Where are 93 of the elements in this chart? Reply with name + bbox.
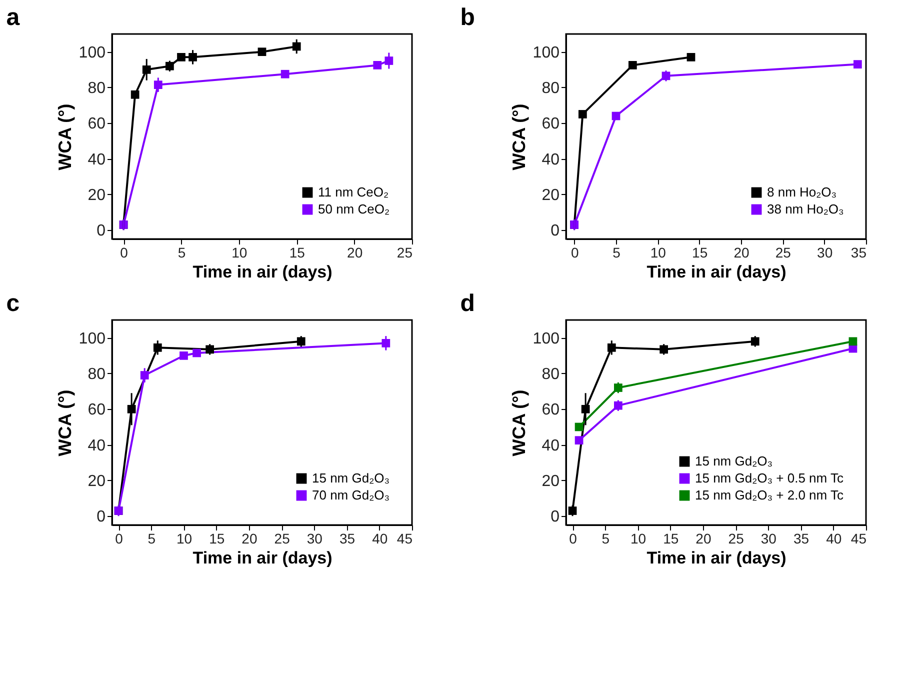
x-tick-label: 45 bbox=[396, 530, 413, 546]
x-tick-label: 5 bbox=[178, 244, 186, 260]
x-tick-label: 5 bbox=[148, 530, 156, 546]
x-tick-label: 0 bbox=[115, 530, 124, 546]
y-axis-title: WCA (°) bbox=[54, 390, 75, 456]
x-tick-label: 20 bbox=[734, 244, 750, 260]
chart-title: c bbox=[6, 290, 20, 317]
x-axis-title: Time in air (days) bbox=[646, 548, 786, 568]
y-tick-label: 20 bbox=[88, 472, 106, 490]
legend-label: 15 nm Gd₂O₃ + 2.0 nm Tc bbox=[695, 488, 844, 502]
x-tick-label: 25 bbox=[396, 244, 413, 260]
x-axis-title: Time in air (days) bbox=[646, 262, 786, 282]
point bbox=[574, 436, 584, 445]
y-tick-label: 40 bbox=[88, 151, 106, 168]
point bbox=[258, 48, 266, 56]
x-tick-label: 30 bbox=[817, 244, 833, 260]
legend-label: 11 nm CeO₂ bbox=[318, 184, 389, 200]
point bbox=[848, 337, 858, 346]
y-tick-label: 80 bbox=[88, 366, 106, 383]
x-tick-label: 35 bbox=[339, 530, 356, 546]
x-tick-label: 10 bbox=[232, 244, 248, 260]
chart-title: b bbox=[460, 4, 475, 31]
y-tick-label: 40 bbox=[88, 437, 106, 454]
chart-title: a bbox=[6, 4, 20, 31]
y-tick-label: 80 bbox=[88, 80, 106, 97]
y-tick-label: 60 bbox=[88, 116, 106, 133]
y-tick-label: 20 bbox=[88, 186, 106, 204]
x-tick-label: 35 bbox=[850, 244, 867, 260]
x-tick-label: 10 bbox=[176, 530, 192, 546]
y-tick-label: 0 bbox=[96, 222, 106, 240]
point bbox=[574, 422, 584, 432]
y-tick-label: 60 bbox=[542, 402, 560, 419]
point bbox=[373, 61, 382, 70]
legend-label: 15 nm Gd₂O₃ + 0.5 nm Tc bbox=[695, 470, 844, 486]
y-axis-title: WCA (°) bbox=[508, 104, 529, 170]
point bbox=[180, 351, 188, 360]
point bbox=[578, 110, 587, 118]
x-tick-label: 40 bbox=[826, 530, 842, 546]
y-tick-label: 0 bbox=[96, 508, 106, 526]
y-tick-label: 100 bbox=[532, 44, 560, 62]
legend-label: 50 nm CeO₂ bbox=[318, 202, 390, 216]
x-tick-label: 25 bbox=[775, 244, 792, 260]
point bbox=[686, 52, 696, 62]
y-tick-label: 80 bbox=[542, 366, 560, 383]
x-tick-label: 25 bbox=[274, 530, 290, 546]
x-tick-label: 5 bbox=[612, 244, 621, 260]
x-tick-label: 0 bbox=[120, 244, 128, 260]
y-tick-label: 60 bbox=[88, 402, 106, 419]
legend-label: 15 nm Gd₂O₃ bbox=[695, 454, 773, 468]
y-tick-label: 0 bbox=[550, 508, 560, 526]
legend-label: 8 nm Ho₂O₃ bbox=[767, 184, 837, 200]
legend-label: 15 nm Gd₂O₃ bbox=[312, 470, 390, 486]
point bbox=[192, 348, 201, 358]
x-tick-label: 45 bbox=[850, 530, 867, 546]
y-tick-label: 60 bbox=[542, 116, 560, 133]
point bbox=[177, 52, 186, 62]
y-tick-label: 20 bbox=[542, 472, 560, 490]
x-tick-label: 15 bbox=[663, 530, 679, 546]
y-axis-title: WCA (°) bbox=[508, 390, 529, 456]
legend-label: 38 nm Ho₂O₃ bbox=[767, 202, 844, 216]
x-tick-label: 10 bbox=[650, 244, 666, 260]
y-tick-label: 80 bbox=[542, 80, 560, 97]
chart-title: d bbox=[460, 290, 475, 317]
x-tick-label: 0 bbox=[570, 244, 579, 260]
y-tick-label: 40 bbox=[542, 151, 560, 168]
x-tick-label: 20 bbox=[696, 530, 712, 546]
y-tick-label: 100 bbox=[78, 330, 106, 348]
x-tick-label: 0 bbox=[569, 530, 578, 546]
y-tick-label: 20 bbox=[542, 186, 560, 204]
x-tick-label: 10 bbox=[630, 530, 646, 546]
x-tick-label: 20 bbox=[242, 530, 258, 546]
x-tick-label: 35 bbox=[793, 530, 810, 546]
x-tick-label: 30 bbox=[306, 530, 323, 546]
point bbox=[853, 60, 862, 68]
x-tick-label: 25 bbox=[728, 530, 744, 546]
x-tick-label: 20 bbox=[347, 244, 363, 260]
x-axis-title: Time in air (days) bbox=[192, 262, 332, 282]
x-tick-label: 30 bbox=[760, 530, 777, 546]
x-tick-label: 15 bbox=[209, 530, 225, 546]
x-tick-label: 15 bbox=[289, 244, 306, 260]
x-axis-title: Time in air (days) bbox=[192, 548, 332, 568]
y-tick-label: 0 bbox=[550, 222, 560, 240]
y-tick-label: 100 bbox=[78, 44, 106, 62]
y-tick-label: 40 bbox=[542, 437, 560, 454]
x-tick-label: 40 bbox=[372, 530, 388, 546]
point bbox=[130, 90, 140, 99]
legend-label: 70 nm Gd₂O₃ bbox=[312, 488, 390, 502]
point bbox=[280, 70, 290, 78]
point bbox=[628, 61, 637, 70]
x-tick-label: 5 bbox=[602, 530, 610, 546]
y-axis-title: WCA (°) bbox=[54, 104, 75, 170]
y-tick-label: 100 bbox=[532, 330, 560, 348]
x-tick-label: 15 bbox=[692, 244, 708, 260]
